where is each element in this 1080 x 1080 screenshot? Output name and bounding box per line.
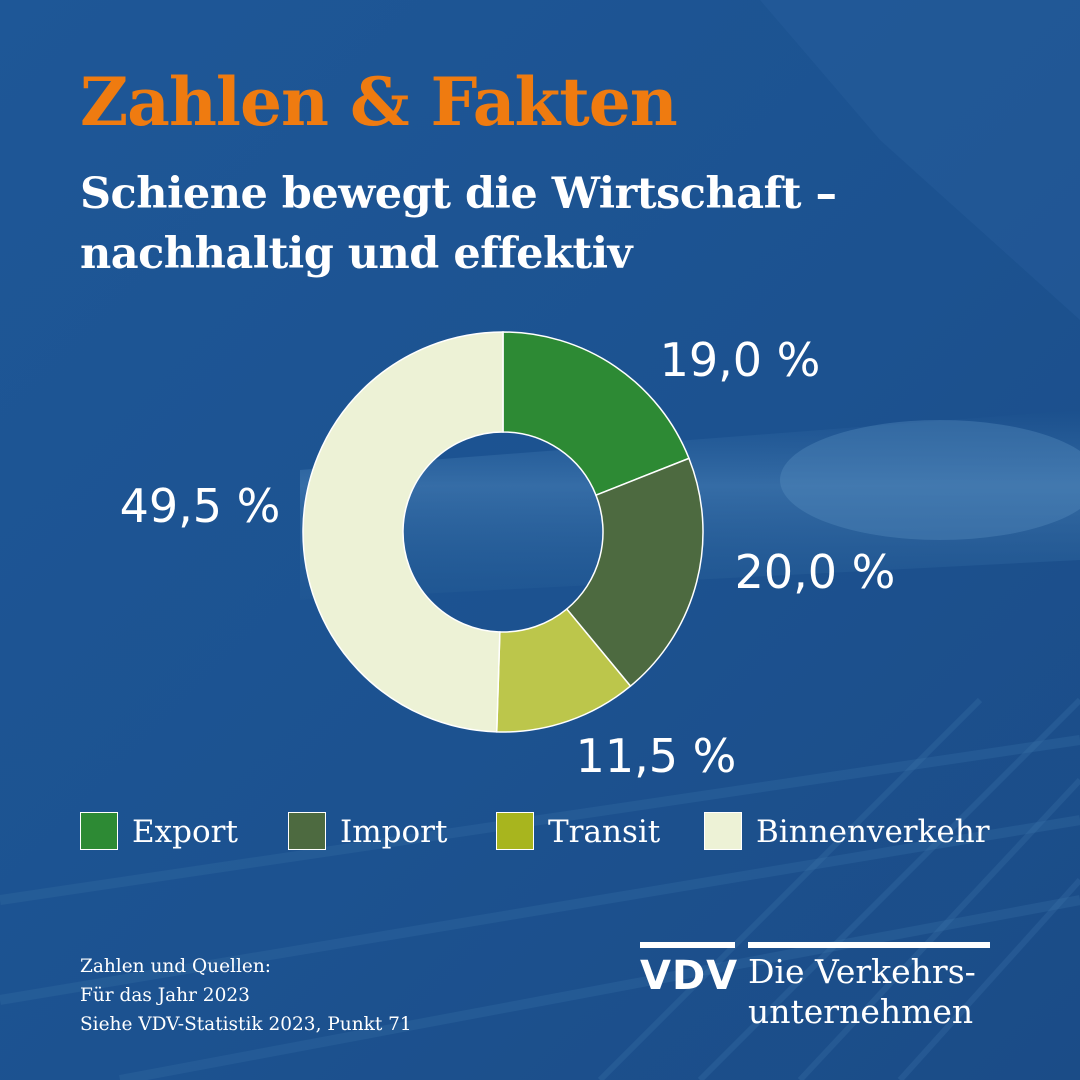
logo-bar-right: [748, 942, 990, 948]
legend-swatch-import: [288, 812, 326, 850]
page-subtitle: Schiene bewegt die Wirtschaft – nachhalt…: [80, 164, 837, 284]
slice-label-transit: 11,5 %: [576, 729, 737, 783]
legend-swatch-transit: [496, 812, 534, 850]
slice-label-binnenverkehr: 49,5 %: [120, 479, 281, 533]
logo-abbreviation: VDV: [640, 953, 739, 999]
subtitle-line-1: Schiene bewegt die Wirtschaft –: [80, 169, 837, 219]
donut-slice-binnenverkehr: [302, 331, 504, 733]
subtitle-line-2: nachhaltig und effektiv: [80, 229, 633, 279]
logo-name-line-2: unternehmen: [748, 992, 974, 1031]
source-line-3: Siehe VDV-Statistik 2023, Punkt 71: [80, 1014, 412, 1035]
legend-swatch-export: [80, 812, 118, 850]
logo-name-line-1: Die Verkehrs-: [748, 952, 976, 991]
slice-label-import: 20,0 %: [735, 545, 896, 599]
logo-bar-left: [640, 942, 735, 948]
source-line-1: Zahlen und Quellen:: [80, 956, 271, 977]
legend-swatch-binnenverkehr: [704, 812, 742, 850]
vdv-logo: VDV Die Verkehrs- unternehmen: [640, 942, 1000, 1042]
page-title: Zahlen & Fakten: [80, 63, 678, 141]
legend-label-binnenverkehr: Binnenverkehr: [756, 814, 990, 850]
slice-label-export: 19,0 %: [660, 333, 821, 387]
legend-label-import: Import: [340, 814, 448, 850]
source-note: Zahlen und Quellen: Für das Jahr 2023 Si…: [80, 952, 412, 1039]
legend-label-export: Export: [132, 814, 238, 850]
donut-slice-export: [502, 331, 690, 497]
logo-name: Die Verkehrs- unternehmen: [748, 952, 976, 1032]
legend-label-transit: Transit: [548, 814, 661, 850]
donut-slice-import: [565, 457, 704, 688]
source-line-2: Für das Jahr 2023: [80, 985, 250, 1006]
